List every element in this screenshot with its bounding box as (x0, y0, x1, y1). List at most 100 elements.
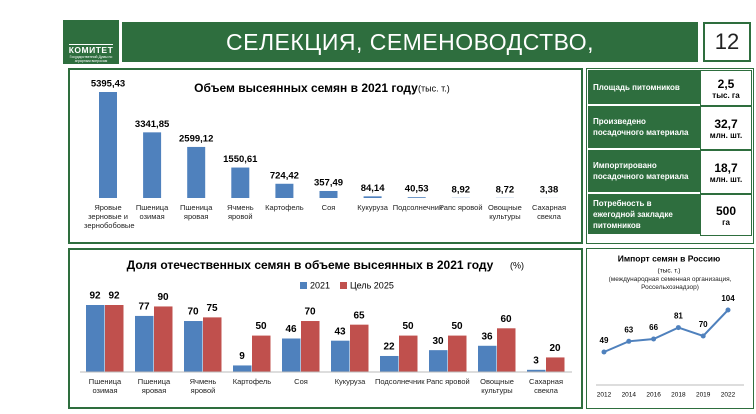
x-tick-label: Пшеница озимая (135, 203, 169, 221)
chart-note: (международная семенная организация, Рос… (608, 276, 732, 291)
x-tick-label: 2019 (696, 392, 711, 399)
x-tick-label: Подсолнечник (375, 377, 425, 386)
value-label: 75 (206, 303, 218, 314)
x-tick-label: Кукуруза (334, 377, 366, 386)
value-label: 50 (451, 321, 463, 332)
x-tick-label: Пшеница озимая (88, 377, 122, 395)
bar (99, 92, 117, 198)
value-label: 3,38 (540, 184, 559, 195)
bar (407, 197, 426, 198)
value-label: 3341,85 (135, 119, 170, 130)
x-tick-label: Ячмень яровой (189, 377, 217, 395)
stat-value: 32,7 (714, 116, 738, 131)
value-label: 8,92 (452, 184, 471, 195)
x-tick-label: 2018 (671, 392, 686, 399)
value-label: 20 (549, 343, 561, 354)
bar (135, 315, 154, 372)
x-tick-label: Картофель (265, 203, 304, 212)
x-tick-label: 2022 (721, 392, 736, 399)
bar (301, 321, 320, 372)
x-tick-label: 2014 (622, 392, 637, 399)
legend-label: 2021 (310, 280, 330, 290)
value-label: 63 (624, 325, 633, 334)
value-label: 22 (383, 342, 395, 353)
value-label: 70 (304, 307, 316, 318)
bar (497, 328, 516, 372)
bar (105, 305, 124, 372)
value-label: 46 (285, 324, 297, 335)
x-tick-label: Рапс яровой (439, 203, 483, 212)
stat-cell: 32,7 млн. шт. (700, 106, 752, 150)
bar (363, 196, 382, 198)
page-number: 12 (703, 22, 751, 62)
stat-label: Произведено посадочного материала (588, 106, 700, 150)
bar (187, 146, 206, 198)
bar (429, 350, 448, 372)
value-label: 49 (600, 336, 609, 345)
stat-label: Импортировано посадочного материала (588, 150, 700, 194)
stat-unit: млн. шт. (709, 174, 743, 184)
stat-unit: га (722, 217, 730, 227)
value-label: 70 (187, 307, 199, 318)
bar (275, 183, 294, 198)
value-label: 357,49 (314, 177, 343, 188)
bar (380, 355, 399, 372)
x-tick-label: Пшеница яровая (137, 377, 171, 395)
x-tick-label: Ячмень яровой (226, 203, 254, 221)
x-tick-label: Соя (294, 377, 308, 386)
value-label: 92 (89, 291, 101, 302)
x-tick-label: 2016 (646, 392, 661, 399)
stat-unit: тыс. га (712, 90, 740, 100)
value-label: 70 (699, 320, 708, 329)
value-label: 92 (108, 291, 120, 302)
bar (527, 369, 546, 372)
bar (350, 324, 369, 372)
chart-title: Доля отечественных семян в объеме высеян… (127, 258, 494, 272)
value-label: 65 (353, 310, 365, 321)
value-label: 43 (334, 326, 346, 337)
value-label: 104 (721, 294, 735, 303)
bar (154, 306, 173, 372)
chart-box (586, 248, 754, 409)
line (603, 309, 729, 353)
marker (601, 349, 607, 355)
x-tick-label: Овощные культуры (480, 377, 514, 395)
x-tick-label: Пшеница яровая (179, 203, 213, 221)
stats-box (586, 68, 754, 244)
stat-row: Импортировано посадочного материала 18,7 м… (588, 150, 752, 194)
stat-cell: 18,7 млн. шт. (700, 150, 752, 194)
value-label: 40,53 (405, 184, 429, 195)
value-label: 5395,43 (91, 79, 125, 90)
value-label: 36 (481, 331, 493, 342)
bar (319, 190, 338, 198)
chart-subtitle: (%) (510, 260, 524, 270)
stat-value: 18,7 (714, 160, 738, 175)
stat-row: Произведено посадочного материала 32,7 млн… (588, 106, 752, 150)
stat-unit: млн. шт. (709, 130, 743, 140)
x-tick-label: Сахарная свекла (531, 203, 567, 221)
value-label: 50 (255, 321, 267, 332)
value-label: 9 (239, 351, 245, 362)
bar (282, 338, 301, 372)
bar (203, 317, 222, 372)
x-tick-label: Овощные культуры (488, 203, 522, 221)
value-label: 60 (500, 314, 512, 325)
value-label: 8,72 (496, 184, 515, 195)
bar (143, 132, 162, 198)
legend-swatch (340, 282, 347, 289)
value-label: 66 (649, 323, 658, 332)
bar (86, 305, 105, 372)
value-label: 77 (138, 302, 150, 313)
bar (184, 321, 203, 372)
stat-cell: 2,5 тыс. га (700, 70, 752, 106)
x-tick-label: Сахарная свекла (528, 377, 564, 395)
value-label: 1550,61 (223, 154, 258, 165)
value-label: 50 (402, 321, 414, 332)
chart-title: Импорт семян в Россию (618, 253, 720, 263)
value-label: 30 (432, 336, 444, 347)
logo: КОМИТЕТ Государственной Думы по аграрным… (63, 20, 119, 64)
marker (700, 333, 706, 339)
x-tick-label: Яровые зерновые и зернобобовые (84, 203, 135, 230)
